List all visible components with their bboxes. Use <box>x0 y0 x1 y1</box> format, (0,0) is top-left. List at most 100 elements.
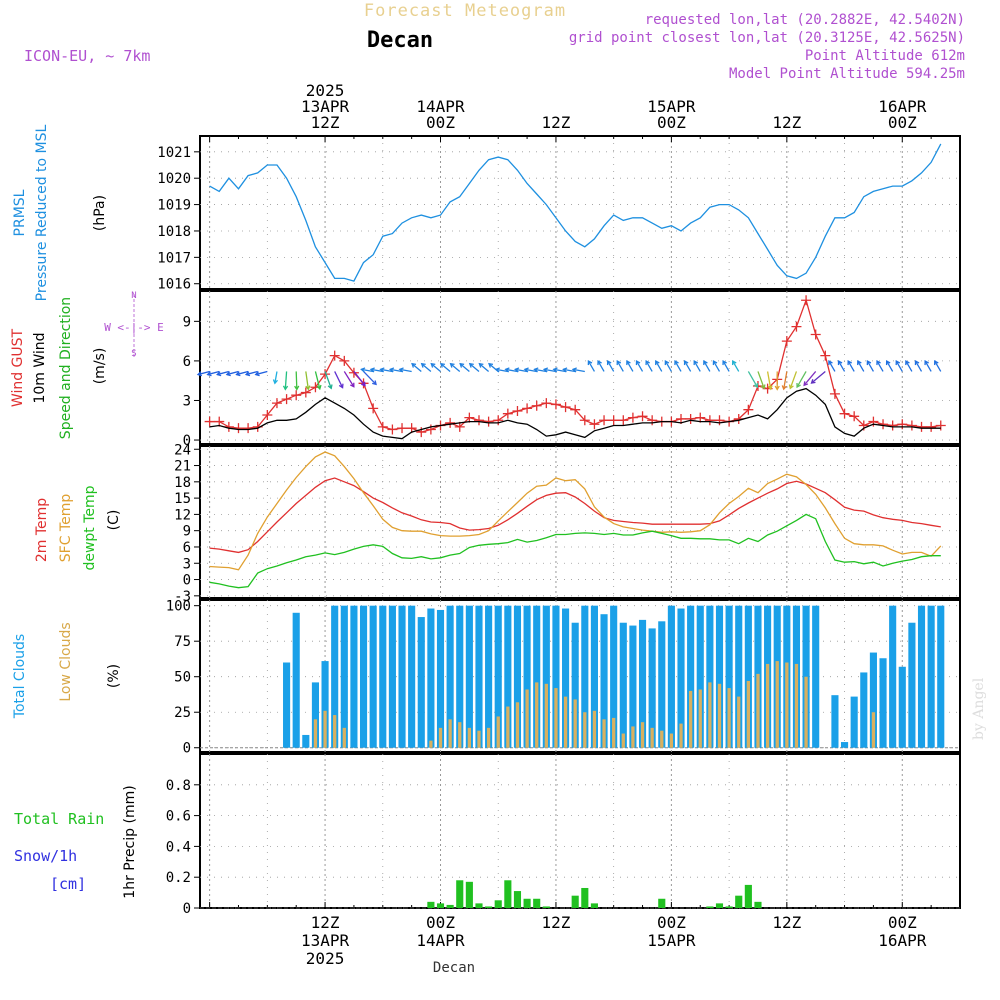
requested-coords: requested lon,lat (20.2882E, 42.5402N) <box>645 12 965 28</box>
bottom-time-label: 12Z <box>311 913 340 932</box>
plot-layer: 1016101710181019102010210369-30369121518… <box>157 81 961 968</box>
wind-arrow-shaft <box>353 371 366 387</box>
wind-arrow-shaft <box>866 360 874 372</box>
pressure-ytick-label: 1019 <box>157 198 191 214</box>
total-clouds-bar <box>331 605 339 748</box>
wind-arrow <box>757 371 766 390</box>
wind-arrow-head <box>349 382 355 388</box>
bottom-time-label: 15APR <box>647 931 696 950</box>
total-clouds-bar <box>456 605 464 748</box>
wind-arrow-shaft <box>607 360 615 372</box>
bottom-time-label: 13APR <box>301 931 350 950</box>
wind-arrow <box>235 370 249 377</box>
wind-arrow-shaft <box>895 360 903 372</box>
wind-arrow <box>294 371 300 391</box>
bottom-time-label: 16APR <box>878 931 927 950</box>
wind-arrow-head <box>712 359 718 366</box>
wind-arrow-head <box>542 367 549 373</box>
total-clouds-bar <box>494 605 502 748</box>
wind-arrow <box>523 367 537 373</box>
temp-panel-frame <box>199 445 961 599</box>
total-clouds-bar <box>735 605 743 748</box>
pressure-ytick-label: 1020 <box>157 171 191 187</box>
pressure-label-2: Pressure Reduced to MSL <box>34 124 50 301</box>
total-clouds-bar <box>369 605 377 748</box>
total-clouds-bar <box>552 605 560 748</box>
low-clouds-bar <box>458 722 462 748</box>
gust-marker <box>233 423 244 434</box>
wind-arrow-head <box>398 367 404 373</box>
wind-arrow <box>494 367 508 373</box>
wind-arrow-shaft <box>274 371 278 384</box>
wind-arrow-shaft <box>430 363 441 372</box>
wind-arrow-head <box>788 384 794 390</box>
total-clouds-bar <box>840 742 849 748</box>
wind-arrow-head <box>294 385 300 391</box>
wind-arrow-head <box>626 359 631 366</box>
model-altitude: Model Point Altitude 594.25m <box>729 66 965 82</box>
wind-arrow-shaft <box>635 360 644 372</box>
wind-arrow <box>645 359 653 372</box>
wind-arrow-head <box>683 359 689 366</box>
wind-arrow-head <box>430 362 436 368</box>
top-time-label: 15APR <box>647 97 696 116</box>
wind-arrow-shaft <box>478 363 490 372</box>
wind-arrow-shaft <box>390 368 403 373</box>
low-clouds-bar <box>660 730 664 748</box>
wind-arrow-head <box>781 385 787 391</box>
wind-arrow-head <box>847 359 852 366</box>
total-clouds-bar <box>283 662 291 748</box>
wind-arrow-head <box>488 362 494 368</box>
wind-arrow-shaft <box>757 371 765 389</box>
wind-arrow-shaft <box>766 371 772 390</box>
low-clouds-bar <box>765 663 770 748</box>
rain-bar <box>436 903 445 908</box>
wind-arrow <box>587 359 595 372</box>
compass-text: W <-|-> E <box>104 321 164 334</box>
wind-arrow <box>934 359 942 372</box>
bottom-time-label: 00Z <box>888 913 917 932</box>
wind-arrow <box>244 370 258 377</box>
wind-arrow <box>781 371 788 391</box>
wind-arrow-head <box>254 371 260 377</box>
top-time-label: 2025 <box>306 81 345 100</box>
low-clouds-bar <box>650 727 654 748</box>
wind-arrow <box>324 371 333 390</box>
wind-arrow-head <box>196 371 203 377</box>
precip-ytick-label: 0.8 <box>166 778 191 794</box>
wind-arrow-shaft <box>207 370 220 376</box>
wind-arrow-shaft <box>674 360 682 372</box>
wind-arrow-head <box>803 381 809 387</box>
total-clouds-bar <box>398 605 406 748</box>
total-clouds-bar <box>485 605 493 748</box>
wind-arrow <box>837 359 846 372</box>
wind-unit: (m/s) <box>92 348 108 385</box>
wind-arrow <box>449 362 461 372</box>
gridpoint-coords: grid point closest lon,lat (20.3125E, 42… <box>569 30 965 46</box>
wind-arrow-shaft <box>712 360 721 372</box>
total-clouds-bar <box>869 652 877 748</box>
wind-arrow-shaft <box>534 368 547 373</box>
wind-arrow <box>388 367 403 373</box>
wind-arrow <box>216 370 230 377</box>
bottom-time-label: 12Z <box>541 913 570 932</box>
t2m-label: 2m Temp <box>34 498 50 562</box>
low-clouds-bar <box>698 689 702 748</box>
gust-marker <box>387 424 398 435</box>
wind-arrow-shaft <box>914 360 923 372</box>
precip-ytick-label: 0.6 <box>166 809 191 825</box>
wind-ytick-label: 0 <box>183 433 191 449</box>
wind-arrow <box>683 359 692 372</box>
snow-label: Snow/1h <box>14 847 77 865</box>
gust-marker <box>878 419 889 430</box>
wind-arrow-head <box>732 359 737 366</box>
wind-arrow-head <box>272 379 278 385</box>
gust-marker <box>906 420 917 431</box>
wind-arrow-shaft <box>421 363 432 372</box>
gust-marker <box>560 402 571 413</box>
low-clouds-bar <box>563 696 568 748</box>
total-clouds-bar <box>465 605 473 748</box>
wind-arrow-shaft <box>217 370 230 376</box>
wind-arrow-shaft <box>563 368 576 373</box>
